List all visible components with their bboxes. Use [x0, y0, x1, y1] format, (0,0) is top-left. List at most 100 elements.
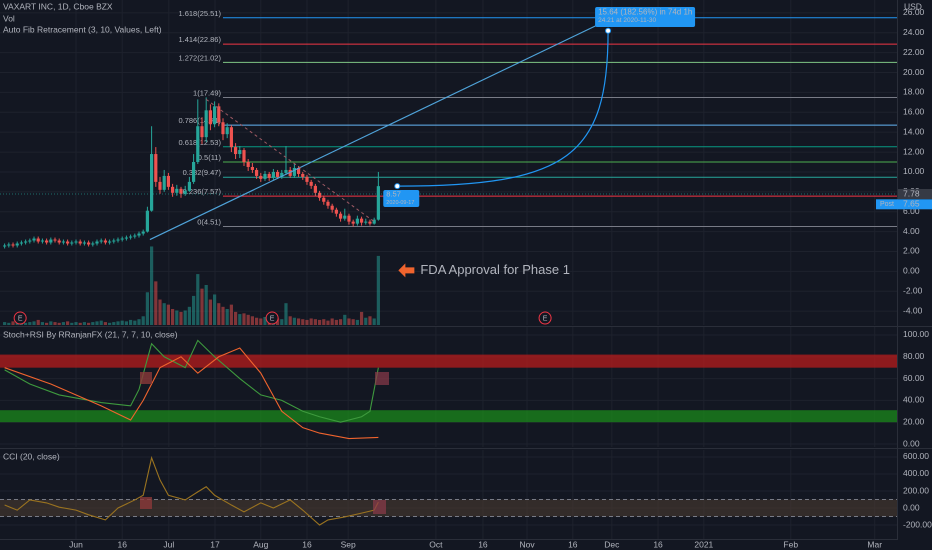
volume-bar — [70, 322, 74, 325]
volume-bar — [166, 304, 170, 325]
candle-body — [259, 175, 263, 179]
fib-label: 1(17.49) — [193, 88, 221, 97]
candle-body — [19, 242, 24, 244]
candle-body — [24, 241, 28, 243]
x-tick-label: 16 — [478, 539, 488, 549]
subtitle: Vol — [3, 13, 15, 23]
volume-bar — [133, 320, 137, 325]
y-tick-label: 22.00 — [903, 47, 925, 57]
candle-body — [145, 210, 150, 232]
candle-body — [275, 171, 280, 177]
fib-label: 0.5(11) — [198, 153, 222, 162]
candle-body — [254, 169, 259, 176]
x-tick-label: Mar — [867, 539, 882, 549]
candle-body — [28, 240, 32, 242]
volume-bar — [141, 316, 145, 325]
volume-bar — [317, 319, 322, 325]
candle-body — [53, 239, 57, 241]
price-label: 7.78 — [903, 188, 920, 198]
volume-bar — [355, 319, 359, 325]
price-label: 7.65 — [903, 199, 920, 209]
volume-bar — [326, 320, 330, 325]
candle-body — [317, 192, 322, 198]
band — [0, 354, 897, 368]
volume-bar — [225, 309, 229, 325]
x-tick-label: Aug — [253, 539, 268, 549]
y-tick-label: -4.00 — [903, 305, 923, 315]
volume-bar — [170, 309, 175, 325]
candle-body — [187, 181, 191, 191]
volume-bar — [74, 322, 78, 325]
candle-body — [78, 241, 82, 244]
volume-bar — [259, 318, 263, 325]
volume-bar — [305, 319, 309, 325]
candle-body — [372, 219, 376, 224]
candle-body — [179, 188, 183, 194]
x-tick-label: 16 — [568, 539, 578, 549]
x-tick-label: Jul — [163, 539, 174, 549]
volume-bar — [217, 303, 221, 325]
chart-title: VAXART INC, 1D, Cboe BZX — [3, 1, 113, 11]
candle-body — [95, 241, 99, 244]
volume-bar — [250, 316, 254, 325]
series-line — [4, 455, 379, 526]
candle-body — [242, 150, 246, 163]
candle-body — [112, 240, 116, 242]
projection-point — [605, 27, 612, 34]
volume-bar — [284, 303, 288, 325]
candle-body — [359, 218, 364, 223]
earnings-marker — [538, 311, 552, 325]
earnings-marker — [13, 311, 27, 325]
candle-body — [238, 150, 242, 155]
volume-bar — [330, 318, 334, 325]
candle-body — [208, 110, 212, 125]
y-tick-label: 20.00 — [903, 67, 925, 77]
candle-body — [347, 215, 351, 222]
y-tick-label: 600.00 — [903, 451, 929, 461]
volume-bar — [364, 317, 368, 325]
candle-body — [158, 181, 162, 190]
start-text: 2020-09-17 — [386, 200, 414, 206]
candle-body — [11, 244, 15, 246]
y-tick-label: 16.00 — [903, 107, 925, 117]
volume-bar — [254, 317, 259, 325]
volume-bar — [359, 311, 364, 325]
volume-bar — [238, 314, 242, 325]
volume-bar — [82, 322, 87, 325]
earnings-label: E — [18, 315, 23, 322]
volume-bar — [212, 294, 217, 325]
band — [0, 410, 897, 423]
y-tick-label: 12.00 — [903, 146, 925, 156]
volume-bar — [36, 319, 40, 325]
y-tick-label: -2.00 — [903, 285, 923, 295]
x-tick-label: 17 — [210, 539, 220, 549]
volume-bar — [275, 318, 280, 325]
candle-body — [267, 173, 271, 178]
candle-body — [32, 238, 36, 241]
fib-label: 0.236(7.57) — [183, 187, 222, 196]
candle-body — [141, 231, 145, 234]
volume-bar — [137, 319, 141, 325]
candle-body — [124, 237, 129, 239]
candle-body — [217, 106, 221, 123]
candle-body — [15, 243, 19, 246]
volume-bar — [66, 321, 70, 325]
candle-body — [200, 126, 204, 138]
candle-body — [305, 176, 309, 182]
volume-bar — [120, 320, 124, 325]
candle-body — [99, 240, 103, 242]
fib-label: 0(4.51) — [197, 217, 221, 226]
fib-label: 0.786(14.71) — [178, 116, 221, 125]
candle-body — [309, 181, 313, 186]
candle-body — [40, 240, 45, 242]
y-tick-label: 26.00 — [903, 7, 925, 17]
y-tick-label: 80.00 — [903, 351, 925, 361]
volume-bar — [183, 310, 187, 325]
band — [0, 499, 897, 517]
candle-body — [301, 173, 305, 177]
candle-body — [376, 186, 380, 220]
candle-body — [330, 205, 334, 210]
fib-label: 0.618(12.53) — [178, 138, 221, 147]
projection-point — [394, 183, 401, 190]
price-label-box — [898, 189, 932, 200]
